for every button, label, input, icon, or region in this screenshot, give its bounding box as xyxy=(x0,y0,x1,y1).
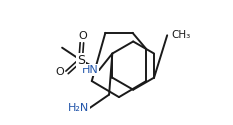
Text: CH₃: CH₃ xyxy=(171,30,191,40)
Text: O: O xyxy=(56,67,65,77)
Text: S: S xyxy=(77,54,85,66)
Text: HN: HN xyxy=(82,65,99,75)
Text: H₂N: H₂N xyxy=(67,103,89,113)
Text: O: O xyxy=(79,31,88,41)
